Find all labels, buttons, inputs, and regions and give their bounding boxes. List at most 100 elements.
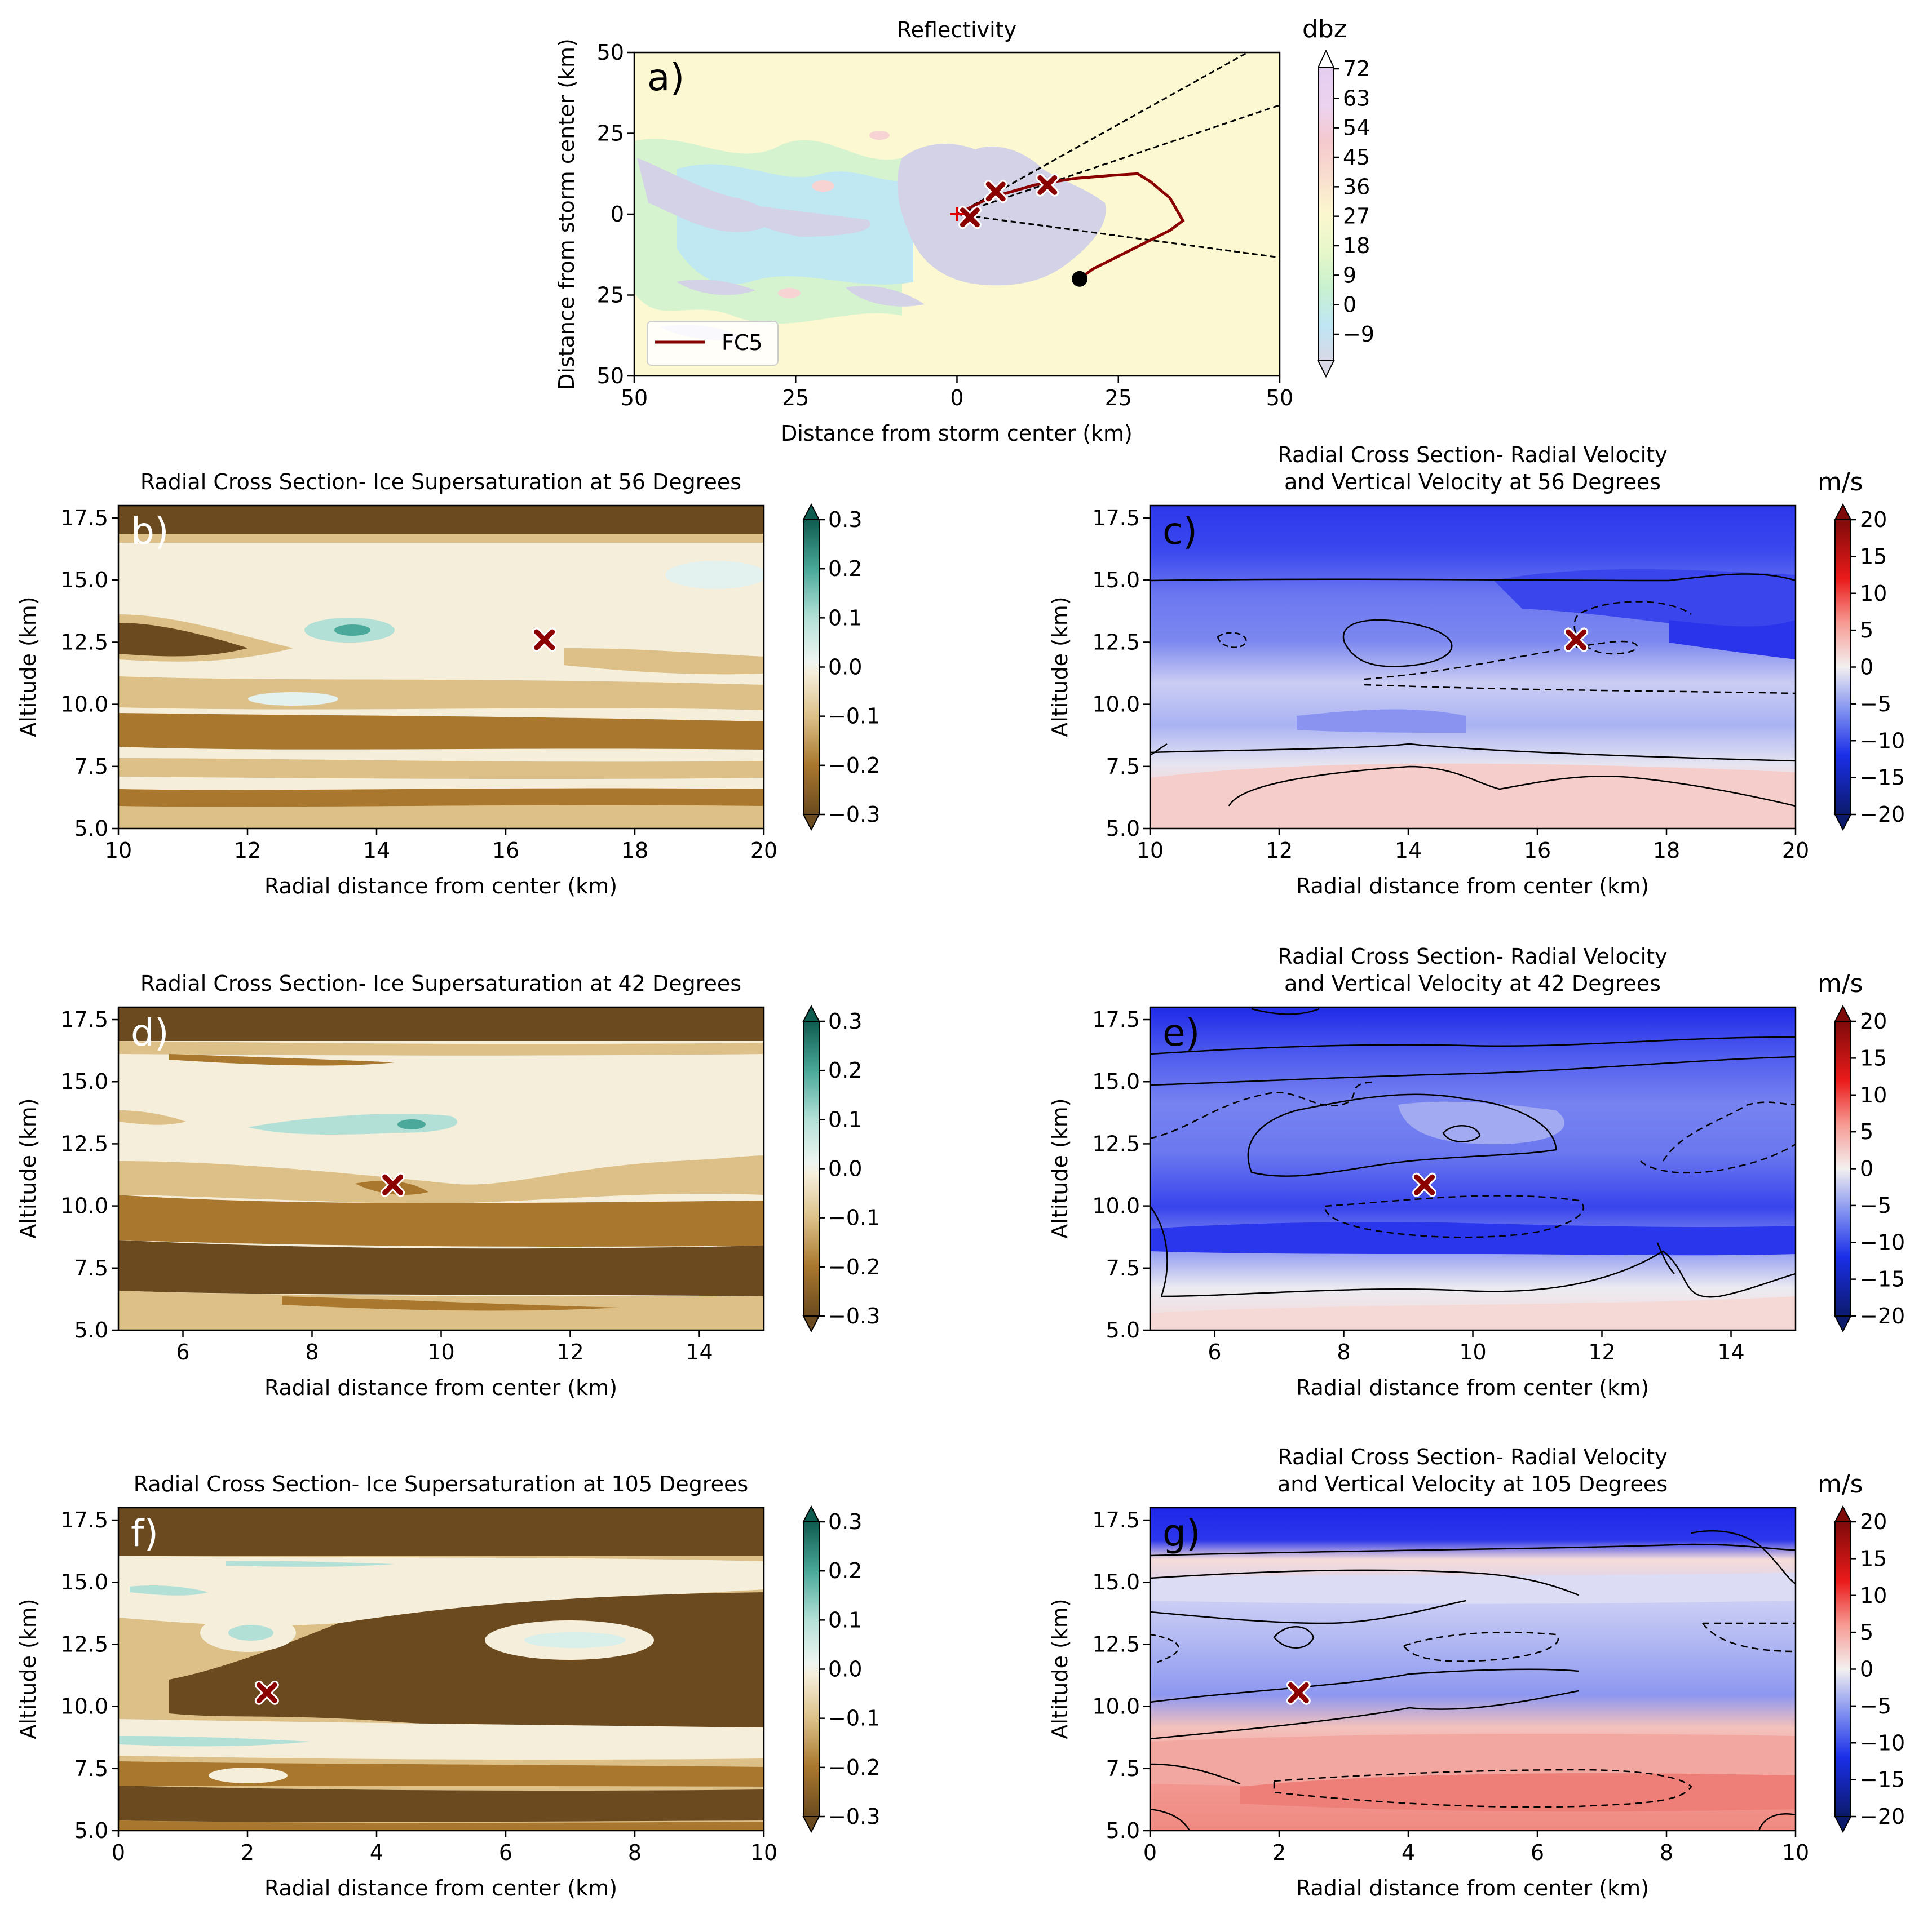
colorbar-tick-label: −10 [1860,1230,1905,1255]
panel-f-field [118,1508,764,1556]
panel-f-letter: f) [131,1512,158,1555]
x-marker [958,206,982,229]
panel-b-ylabel: Altitude (km) [16,596,41,737]
panel-f-field [118,1761,764,1787]
x-marker-stroke [256,1682,277,1703]
colorbar-extend-top [802,503,820,520]
x-tick-label: 4 [370,1840,383,1865]
y-tick-label: 5.0 [1106,816,1140,841]
cross-section-ray [956,52,1250,215]
x-marker-stroke [1566,629,1587,650]
legend-fc5-label: FC5 [722,330,763,355]
colorbar-extend-bottom [802,814,820,831]
panel-b-field [118,534,764,543]
panel-g: Radial Cross Section- Radial Velocity an… [1047,1445,1905,1901]
colorbar-tick-label: 45 [1343,145,1370,170]
colorbar-tick-label: −0.1 [828,704,880,729]
colorbar-tick-label: 0.2 [828,556,862,581]
panel-e-contour [1150,1036,1796,1055]
panel-b-marker [532,627,557,652]
panel-a-echo [778,288,801,298]
colorbar-tick-label: −10 [1860,1730,1905,1755]
panel-g-contour [1150,1600,1466,1624]
panel-c-colorbar: m/s 20 15 10 5 0 −5 −10 −15 −20 [1818,468,1905,831]
panel-e-background [1150,1007,1796,1330]
x-tick-label: 6 [499,1840,512,1865]
y-tick-label: 50 [597,364,624,388]
y-tick-label: 17.5 [1092,1508,1140,1532]
x-marker [254,1680,279,1705]
colorbar-tick-label: 0 [1860,1657,1873,1682]
y-tick-label: 5.0 [74,1318,108,1343]
panel-b: Radial Cross Section- Ice Supersaturatio… [16,469,880,898]
panel-e: Radial Cross Section- Radial Velocity an… [1047,944,1905,1400]
y-tick-label: 5.0 [1106,1818,1140,1843]
panel-c-contour [1364,684,1796,694]
y-tick-label: 12.5 [60,630,108,654]
panel-f-field [130,1585,209,1596]
x-tick-label: 25 [782,386,809,410]
panel-d-colorbar: 0.3 0.2 0.1 0.0 −0.1 −0.2 −0.3 [802,1004,880,1333]
x-tick-label: 20 [1782,838,1809,863]
panel-b-field [665,561,764,589]
x-marker [1036,173,1059,197]
colorbar-c-ticks: 20 15 10 5 0 −5 −10 −15 −20 [1851,507,1905,827]
x-tick-label: 0 [1143,1840,1157,1865]
storm-endpoint-dot [1072,271,1088,287]
y-tick-label: 12.5 [60,1131,108,1156]
panel-e-contour [1150,1056,1796,1086]
panel-e-contour [1442,1125,1481,1142]
x-tick-label: 14 [363,838,390,863]
colorbar-tick-label: 72 [1343,56,1370,81]
panel-d-field [118,1110,186,1125]
panel-e-letter: e) [1162,1011,1200,1055]
x-tick-label: 14 [1717,1340,1744,1365]
y-tick-label: 7.5 [74,754,108,779]
y-tick-label: 5.0 [74,1818,108,1843]
colorbar-tick-label: −0.1 [828,1206,880,1230]
colorbar-tick-label: −0.2 [828,753,880,778]
y-tick-label: 10.0 [60,1694,108,1719]
panel-d-title: Radial Cross Section- Ice Supersaturatio… [140,971,741,996]
panel-g-xticks: 0 2 4 6 8 10 [1143,1831,1809,1865]
colorbar-tick-label: −20 [1860,1304,1905,1328]
x-tick-label: 4 [1402,1840,1415,1865]
x-marker-stroke [534,629,555,650]
colorbar-tick-label: 0.3 [828,507,862,532]
y-tick-label: 12.5 [1092,1131,1140,1156]
panel-a-echo [677,279,755,295]
panel-e-colorbar: m/s 20 15 10 5 0 −5 −10 −15 −20 [1818,969,1905,1333]
y-tick-label: 7.5 [1106,1256,1140,1281]
y-tick-label: 12.5 [60,1632,108,1656]
y-tick-label: 12.5 [1092,630,1140,654]
colorbar-extend-top [1317,49,1335,68]
panel-g-yticks: 17.5 15.0 12.5 10.0 7.5 5.0 [1092,1508,1150,1843]
panel-g-plot-area [1150,1508,1796,1831]
cross-section-ray [957,213,1280,259]
x-tick-label: 6 [1208,1340,1221,1365]
y-tick-label: 10.0 [60,1194,108,1219]
panel-f-plot-area [118,1508,764,1831]
y-tick-label: 5.0 [74,816,108,841]
panel-f-frame [117,1507,765,1832]
colorbar-tick-label: 10 [1860,1083,1887,1108]
cross-section-ray [957,104,1280,215]
y-tick-label: 10.0 [1092,692,1140,717]
panel-f-field [524,1632,626,1648]
x-marker-stroke [1288,1682,1309,1703]
panel-g-marker [1286,1680,1311,1705]
panel-b-xlabel: Radial distance from center (km) [264,874,617,898]
panel-f-title: Radial Cross Section- Ice Supersaturatio… [134,1472,748,1496]
panel-c-contour [1150,743,1168,756]
panel-c-xlabel: Radial distance from center (km) [1296,874,1649,898]
colorbar-tick-label: 36 [1343,174,1370,199]
colorbar-tick-label: 0 [1343,293,1356,317]
colorbar-tick-label: −0.3 [828,802,880,827]
x-tick-label: 16 [1524,838,1551,863]
colorbar-tick-label: −5 [1860,1193,1891,1218]
y-tick-label: 17.5 [60,1508,108,1532]
colorbar-c-body [1834,519,1851,815]
panel-g-frame [1149,1507,1797,1832]
panel-b-field [248,692,338,706]
panel-e-title-line2: and Vertical Velocity at 42 Degrees [1284,971,1661,996]
